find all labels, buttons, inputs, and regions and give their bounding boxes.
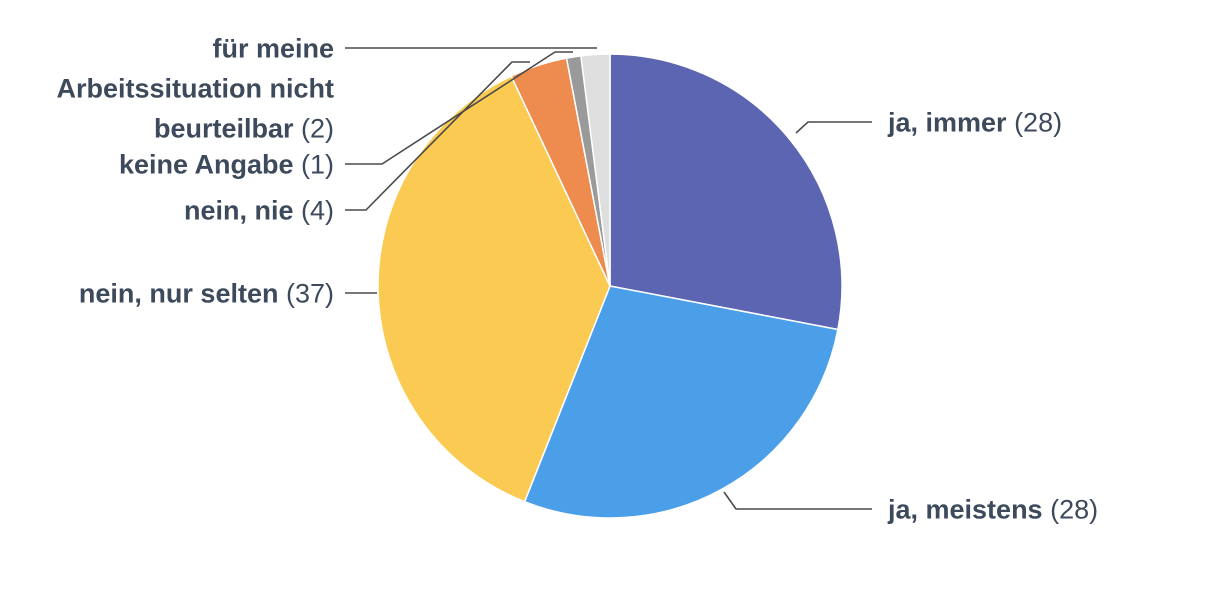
slice-label-nein-nie: nein, nie (4) (184, 196, 334, 226)
slice-label-name: ja, immer (887, 108, 1007, 138)
slice-label-f-r-meine-arbeitssituation-nicht-beurteilbar: für meine Arbeitssituation nicht beurteilb… (56, 34, 334, 144)
pie-slice-ja-immer (609, 53, 843, 331)
slice-label-name: für meine (212, 34, 334, 64)
pie-slice-nein-nur-selten (377, 75, 611, 503)
slice-count: (28) (1043, 495, 1099, 525)
slice-label-name: nein, nur selten (79, 279, 279, 309)
slice-count: (4) (294, 196, 335, 226)
leader-line-ja-immer (795, 121, 872, 134)
slice-count: (1) (294, 150, 335, 180)
pie-slice-ja-meistens (523, 285, 839, 519)
leader-line-keine-angabe (345, 51, 573, 165)
pie-slices (377, 53, 843, 519)
slice-label-name: Arbeitssituation nicht (56, 74, 334, 104)
slice-label-ja-immer: ja, immer (28) (887, 108, 1062, 138)
slice-count: (37) (278, 279, 334, 309)
leader-line-ja-meistens (723, 491, 872, 510)
slice-labels: ja, immer (28)ja, meistens (28)nein, nur… (56, 34, 1098, 525)
leader-line-nein-nie (345, 61, 530, 211)
slice-count: (28) (1007, 108, 1063, 138)
pie-slice-f-r-meine-arbeitssituation-nicht-beurteilbar (580, 53, 611, 287)
slice-label-nein-nur-selten: nein, nur selten (37) (79, 279, 334, 309)
slice-count: (2) (294, 114, 335, 144)
slice-label-keine-angabe: keine Angabe (1) (119, 150, 334, 180)
leader-lines (345, 47, 872, 510)
slice-label-name: beurteilbar (154, 114, 294, 144)
slice-label-name: nein, nie (184, 196, 294, 226)
slice-label-name: ja, meistens (887, 495, 1043, 525)
slice-label-ja-meistens: ja, meistens (28) (887, 495, 1098, 525)
slice-label-name: keine Angabe (119, 150, 294, 180)
